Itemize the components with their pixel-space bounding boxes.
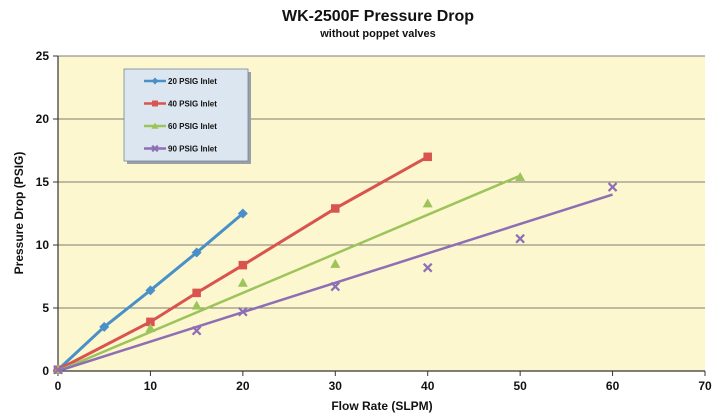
legend-marker: [151, 122, 159, 129]
legend: 20 PSIG Inlet 40 PSIG Inlet 60 PSIG Inlet 9…: [123, 68, 251, 164]
data-point: [238, 260, 248, 270]
data-point: [53, 364, 63, 375]
y-tick-label: 0: [42, 364, 49, 378]
x-tick-label: 50: [513, 379, 527, 393]
x-tick-label: 60: [606, 379, 620, 393]
legend-box: [123, 68, 249, 162]
legend-label: 20 PSIG Inlet: [168, 77, 217, 86]
legend-marker: [152, 100, 158, 107]
legend-marker: [151, 144, 159, 153]
data-point: [99, 321, 110, 332]
series-layer: [53, 152, 618, 375]
legend-label: 40 PSIG Inlet: [168, 100, 217, 109]
trend-line: [57, 193, 613, 373]
data-point: [422, 198, 433, 208]
legend-label: 60 PSIG Inlet: [168, 122, 217, 131]
data-point: [607, 182, 618, 192]
y-tick-label: 5: [42, 301, 49, 315]
data-point: [330, 258, 341, 268]
trend-line: [57, 174, 521, 373]
data-point: [238, 307, 248, 317]
x-tick-label: 0: [55, 379, 62, 393]
x-tick-label: 40: [421, 379, 435, 393]
data-point: [515, 171, 526, 181]
legend-marker: [151, 77, 159, 85]
data-point: [191, 325, 202, 336]
x-tick-label: 10: [144, 379, 158, 393]
x-tick-label: 70: [698, 379, 712, 393]
data-point: [146, 317, 155, 327]
data-point: [330, 281, 341, 292]
data-point: [145, 285, 156, 296]
data-point: [515, 233, 525, 244]
data-point: [237, 208, 248, 219]
data-point: [237, 277, 248, 287]
x-tick-label: 30: [329, 379, 343, 393]
y-tick-label: 25: [36, 49, 50, 63]
data-point: [331, 204, 340, 213]
chart-title: WK-2500F Pressure Drop: [282, 8, 474, 25]
data-point: [422, 262, 433, 273]
data-point: [192, 288, 201, 298]
x-tick-label: 20: [236, 379, 250, 393]
data-point: [191, 247, 202, 258]
x-axis-ticks: 0 10 20 30 40 50 60 70: [55, 371, 712, 393]
x-axis-label: Flow Rate (SLPM): [331, 399, 432, 413]
chart-subtitle: without poppet valves: [319, 28, 436, 40]
series-line: [57, 155, 429, 372]
series-3: [53, 182, 618, 375]
axes: [57, 56, 705, 372]
y-tick-label: 15: [36, 175, 50, 189]
y-tick-label: 10: [36, 238, 50, 252]
data-point: [191, 300, 202, 310]
data-point: [423, 152, 432, 162]
legend-label: 90 PSIG Inlet: [168, 145, 217, 154]
data-point: [145, 323, 156, 333]
y-axis-ticks: 0 5 10 15 20 25: [36, 49, 58, 378]
y-axis-label: Pressure Drop (PSIG): [12, 152, 26, 275]
y-tick-label: 20: [36, 112, 50, 126]
